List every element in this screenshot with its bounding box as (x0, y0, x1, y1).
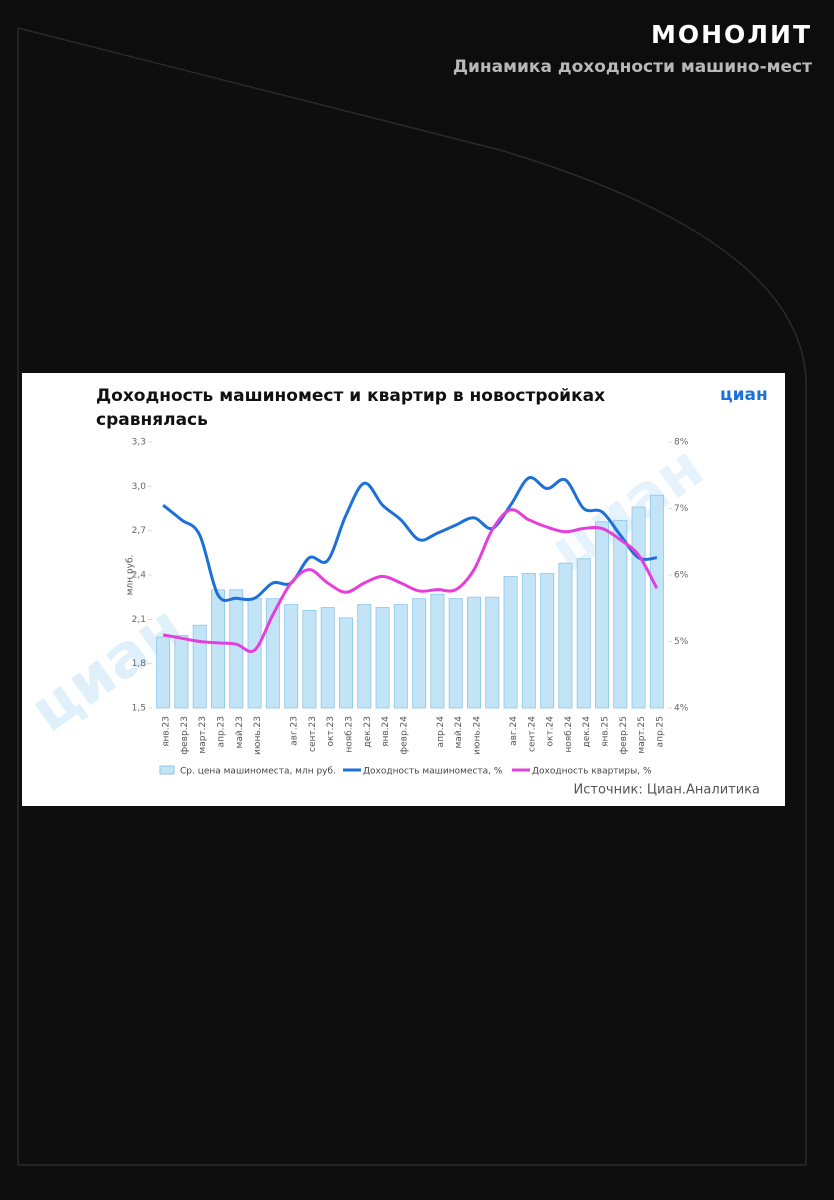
bar (521, 573, 536, 709)
bar (156, 636, 171, 709)
x-tick-label: февр.25 (619, 716, 629, 755)
bar (540, 573, 555, 709)
bar (284, 604, 299, 709)
x-tick-label: июнь.24 (473, 716, 483, 755)
bar (649, 494, 664, 709)
bar (247, 598, 262, 709)
x-tick-label: окт.24 (546, 716, 556, 747)
y2-tick-label: 5% (674, 637, 689, 647)
y-tick-label: 3,3 (132, 438, 146, 448)
x-tick-label: февр.24 (399, 716, 409, 755)
y-tick-label: 1,5 (132, 704, 146, 714)
x-tick-label: апр.23 (217, 716, 227, 747)
bar (174, 635, 189, 709)
bar (375, 607, 390, 709)
x-tick-label: сент.24 (527, 716, 537, 752)
legend-label: Доходность машиноместа, % (363, 767, 503, 777)
bar (503, 576, 518, 709)
x-tick-label: дек.23 (363, 716, 373, 748)
y-tick-label: 1,8 (132, 659, 147, 669)
x-tick-label: янв.25 (601, 716, 611, 747)
y2-tick-label: 7% (674, 504, 689, 514)
y-tick-label: 2,1 (132, 615, 146, 625)
bar (265, 598, 280, 709)
bar (339, 617, 353, 709)
bar (211, 589, 225, 709)
bar (393, 604, 408, 709)
x-tick-label: март.23 (198, 716, 208, 754)
y-axis-label: млн руб. (126, 555, 136, 596)
y2-tick-label: 8% (674, 438, 689, 448)
bar (302, 610, 317, 709)
x-tick-label: нояб.23 (345, 716, 355, 753)
x-tick-label: янв.24 (381, 716, 391, 747)
bar (485, 596, 500, 709)
line (162, 508, 659, 653)
line (162, 476, 658, 602)
bar (576, 558, 591, 709)
y-tick-label: 3,0 (132, 482, 147, 492)
chart-title: сравнялась (96, 410, 208, 430)
brand: МОНОЛИТ (651, 20, 812, 49)
y-tick-label: 2,7 (132, 526, 146, 536)
bar (192, 624, 207, 709)
legend-swatch (159, 765, 175, 775)
x-tick-label: авг.23 (290, 716, 300, 746)
x-tick-label: март.25 (637, 716, 647, 754)
x-tick-label: май.24 (454, 716, 464, 749)
x-tick-label: нояб.24 (564, 716, 574, 753)
bar (430, 593, 445, 709)
legend-label: Ср. цена машиноместа, млн руб. (180, 767, 336, 777)
x-tick-label: дек.24 (582, 716, 592, 748)
x-tick-label: янв.23 (162, 716, 172, 747)
x-tick-label: авг.24 (509, 716, 519, 746)
legend-label: Доходность квартиры, % (532, 767, 652, 777)
x-tick-label: окт.23 (326, 716, 336, 747)
x-tick-label: июнь.23 (253, 716, 263, 755)
bar (412, 598, 427, 709)
bar (448, 598, 463, 709)
bar (631, 506, 646, 709)
bar (229, 589, 244, 709)
bar (613, 519, 628, 709)
y-tick-label: 2,4 (132, 571, 147, 581)
logo: циан (720, 385, 768, 405)
y2-tick-label: 4% (674, 704, 689, 714)
source: Источник: Циан.Аналитика (574, 783, 761, 798)
x-tick-label: сент.23 (308, 716, 318, 752)
x-tick-label: апр.24 (436, 716, 446, 748)
x-tick-label: апр.25 (655, 716, 665, 747)
header-subtitle: Динамика доходности машино-мест (453, 57, 812, 77)
x-tick-label: февр.23 (180, 716, 190, 755)
bar (595, 521, 609, 709)
y2-tick-label: 6% (674, 571, 689, 581)
bar (357, 604, 372, 709)
bar (467, 596, 481, 709)
bar (320, 607, 335, 709)
chart-title: Доходность машиномест и квартир в новост… (96, 386, 605, 406)
x-tick-label: май.23 (235, 716, 245, 748)
bar (558, 562, 573, 709)
